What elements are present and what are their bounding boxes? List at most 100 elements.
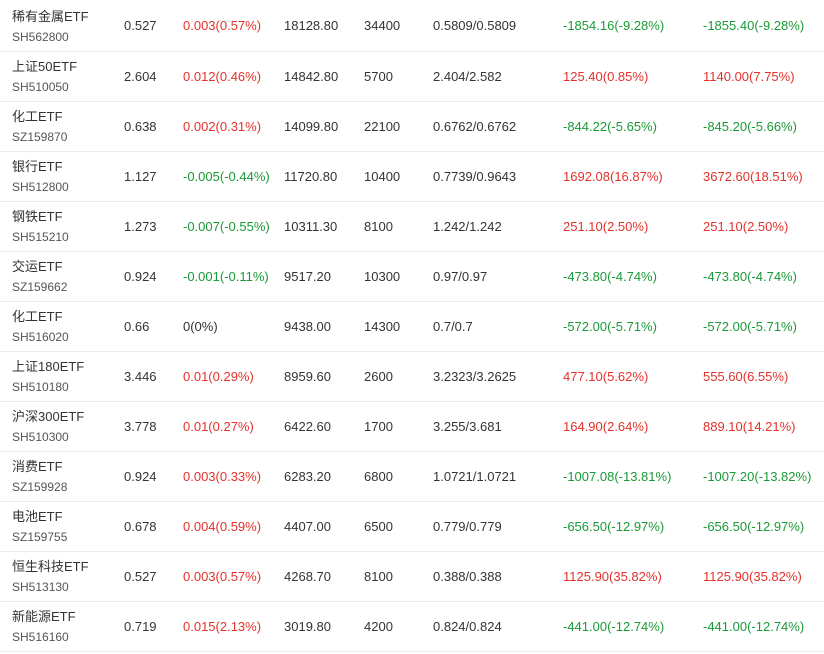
total-profit-loss-value: 1125.90(35.82%) bbox=[703, 569, 802, 584]
profit-loss-value: -844.22(-5.65%) bbox=[563, 119, 657, 134]
profit-loss-value: 477.10(5.62%) bbox=[563, 369, 649, 384]
table-row[interactable]: 上证180ETF SH510180 3.446 0.01(0.29%) 8959… bbox=[0, 352, 824, 402]
price-value: 0.678 bbox=[124, 519, 157, 534]
change-value: 0.01(0.29%) bbox=[183, 369, 254, 384]
table-row[interactable]: 化工ETF SH516020 0.66 0(0%) 9438.00 14300 … bbox=[0, 302, 824, 352]
change-value: 0.002(0.31%) bbox=[183, 119, 262, 134]
change-value: -0.005(-0.44%) bbox=[183, 169, 270, 184]
fund-name-cell[interactable]: 稀有金属ETF SH562800 bbox=[12, 8, 89, 45]
change-value: -0.001(-0.11%) bbox=[183, 269, 269, 284]
fund-code: SH516160 bbox=[12, 630, 69, 644]
fund-name-cell[interactable]: 交运ETF SZ159662 bbox=[12, 258, 67, 295]
table-row[interactable]: 交运ETF SZ159662 0.924 -0.001(-0.11%) 9517… bbox=[0, 252, 824, 302]
table-row[interactable]: 消费ETF SZ159928 0.924 0.003(0.33%) 6283.2… bbox=[0, 452, 824, 502]
fund-name-cell[interactable]: 恒生科技ETF SH513130 bbox=[12, 558, 89, 595]
fund-name-cell[interactable]: 消费ETF SZ159928 bbox=[12, 458, 67, 495]
volume-value: 10300 bbox=[364, 269, 401, 284]
amount-value: 9438.00 bbox=[284, 319, 331, 334]
cost-range-value: 1.0721/1.0721 bbox=[433, 469, 517, 484]
fund-code: SH510180 bbox=[12, 380, 69, 394]
table-row[interactable]: 恒生科技ETF SH513130 0.527 0.003(0.57%) 4268… bbox=[0, 552, 824, 602]
amount-value: 4268.70 bbox=[284, 569, 331, 584]
fund-name[interactable]: 钢铁ETF bbox=[12, 209, 63, 224]
fund-name-cell[interactable]: 化工ETF SZ159870 bbox=[12, 108, 67, 145]
fund-code: SZ159755 bbox=[12, 530, 68, 544]
profit-loss-value: -441.00(-12.74%) bbox=[563, 619, 665, 634]
amount-value: 11720.80 bbox=[284, 169, 338, 184]
cost-range-value: 3.2323/3.2625 bbox=[433, 369, 517, 384]
fund-name[interactable]: 上证180ETF bbox=[12, 359, 85, 374]
fund-name-cell[interactable]: 电池ETF SZ159755 bbox=[12, 508, 67, 545]
fund-name[interactable]: 恒生科技ETF bbox=[12, 559, 89, 574]
cost-range-value: 0.6762/0.6762 bbox=[433, 119, 517, 134]
fund-code: SH512800 bbox=[12, 180, 69, 194]
fund-name[interactable]: 银行ETF bbox=[12, 159, 63, 174]
table-row[interactable]: 银行ETF SH512800 1.127 -0.005(-0.44%) 1172… bbox=[0, 152, 824, 202]
amount-value: 14842.80 bbox=[284, 69, 339, 84]
fund-name[interactable]: 化工ETF bbox=[12, 309, 63, 324]
fund-name[interactable]: 消费ETF bbox=[12, 459, 63, 474]
price-value: 3.778 bbox=[124, 419, 157, 434]
profit-loss-value: -572.00(-5.71%) bbox=[563, 319, 657, 334]
fund-name-cell[interactable]: 银行ETF SH512800 bbox=[12, 158, 69, 195]
price-value: 0.719 bbox=[124, 619, 157, 634]
fund-name-cell[interactable]: 钢铁ETF SH515210 bbox=[12, 208, 69, 245]
cost-range-value: 1.242/1.242 bbox=[433, 219, 502, 234]
fund-code: SZ159870 bbox=[12, 130, 68, 144]
fund-name-cell[interactable]: 化工ETF SH516020 bbox=[12, 308, 69, 345]
table-row[interactable]: 沪深300ETF SH510300 3.778 0.01(0.27%) 6422… bbox=[0, 402, 824, 452]
fund-code: SH510050 bbox=[12, 80, 69, 94]
fund-code: SZ159928 bbox=[12, 480, 68, 494]
change-value: 0.003(0.33%) bbox=[183, 469, 262, 484]
price-value: 0.527 bbox=[124, 569, 157, 584]
amount-value: 14099.80 bbox=[284, 119, 339, 134]
fund-name[interactable]: 上证50ETF bbox=[12, 59, 78, 74]
cost-range-value: 0.5809/0.5809 bbox=[433, 18, 517, 33]
change-value: 0.004(0.59%) bbox=[183, 519, 262, 534]
change-value: 0.012(0.46%) bbox=[183, 69, 262, 84]
total-profit-loss-value: 3672.60(18.51%) bbox=[703, 169, 803, 184]
fund-name[interactable]: 交运ETF bbox=[12, 259, 63, 274]
total-profit-loss-value: -656.50(-12.97%) bbox=[703, 519, 805, 534]
volume-value: 6800 bbox=[364, 469, 393, 484]
profit-loss-value: 1125.90(35.82%) bbox=[563, 569, 662, 584]
table-row[interactable]: 新能源ETF SH516160 0.719 0.015(2.13%) 3019.… bbox=[0, 602, 824, 652]
table-row[interactable]: 电池ETF SZ159755 0.678 0.004(0.59%) 4407.0… bbox=[0, 502, 824, 552]
price-value: 0.527 bbox=[124, 18, 157, 33]
price-value: 2.604 bbox=[124, 69, 157, 84]
table-row[interactable]: 钢铁ETF SH515210 1.273 -0.007(-0.55%) 1031… bbox=[0, 202, 824, 252]
total-profit-loss-value: 889.10(14.21%) bbox=[703, 419, 796, 434]
price-value: 1.273 bbox=[124, 219, 157, 234]
fund-name[interactable]: 新能源ETF bbox=[12, 609, 76, 624]
fund-name-cell[interactable]: 沪深300ETF SH510300 bbox=[12, 408, 84, 445]
fund-name[interactable]: 沪深300ETF bbox=[12, 409, 85, 424]
total-profit-loss-value: -572.00(-5.71%) bbox=[703, 319, 797, 334]
fund-name[interactable]: 电池ETF bbox=[12, 509, 63, 524]
change-value: 0.01(0.27%) bbox=[183, 419, 254, 434]
volume-value: 6500 bbox=[364, 519, 393, 534]
table-row[interactable]: 化工ETF SZ159870 0.638 0.002(0.31%) 14099.… bbox=[0, 102, 824, 152]
total-profit-loss-value: -441.00(-12.74%) bbox=[703, 619, 805, 634]
profit-loss-value: -473.80(-4.74%) bbox=[563, 269, 657, 284]
fund-name-cell[interactable]: 上证50ETF SH510050 bbox=[12, 58, 77, 95]
table-row[interactable]: 稀有金属ETF SH562800 0.527 0.003(0.57%) 1812… bbox=[0, 0, 824, 52]
total-profit-loss-value: 251.10(2.50%) bbox=[703, 219, 789, 234]
fund-name-cell[interactable]: 新能源ETF SH516160 bbox=[12, 608, 76, 645]
volume-value: 34400 bbox=[364, 18, 401, 33]
fund-name[interactable]: 化工ETF bbox=[12, 109, 63, 124]
volume-value: 14300 bbox=[364, 319, 401, 334]
table-row[interactable]: 上证50ETF SH510050 2.604 0.012(0.46%) 1484… bbox=[0, 52, 824, 102]
volume-value: 8100 bbox=[364, 569, 393, 584]
price-value: 0.638 bbox=[124, 119, 157, 134]
cost-range-value: 3.255/3.681 bbox=[433, 419, 502, 434]
volume-value: 8100 bbox=[364, 219, 393, 234]
change-value: 0(0%) bbox=[183, 319, 218, 334]
fund-name[interactable]: 稀有金属ETF bbox=[12, 9, 89, 24]
price-value: 0.66 bbox=[124, 319, 150, 334]
fund-code: SH510300 bbox=[12, 430, 69, 444]
total-profit-loss-value: -473.80(-4.74%) bbox=[703, 269, 797, 284]
total-profit-loss-value: -845.20(-5.66%) bbox=[703, 119, 797, 134]
fund-code: SZ159662 bbox=[12, 280, 68, 294]
fund-name-cell[interactable]: 上证180ETF SH510180 bbox=[12, 358, 84, 395]
